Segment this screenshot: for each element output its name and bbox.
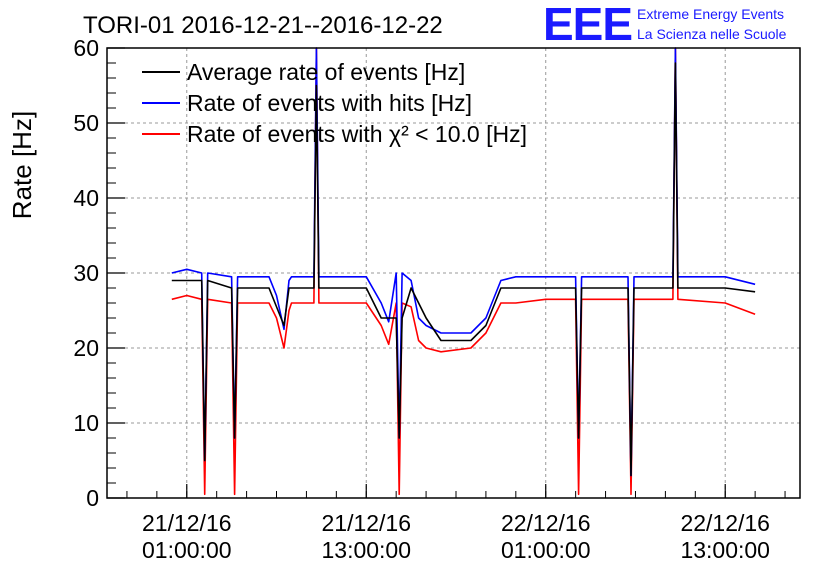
x-tick-label-date: 21/12/16 (142, 510, 232, 536)
grid (107, 48, 800, 498)
legend-label-average: Average rate of events [Hz] (187, 59, 465, 85)
y-tick-label: 60 (73, 35, 99, 61)
logo-line1: Extreme Energy Events (637, 6, 784, 22)
y-axis-label: Rate [Hz] (7, 111, 37, 219)
x-tick-label-time: 01:00:00 (501, 537, 591, 563)
axis-ticks: 010203040506021/12/1601:00:0021/12/1613:… (73, 35, 786, 563)
chart-title: TORI-01 2016-12-21--2016-12-22 (83, 12, 443, 39)
x-tick-label-date: 21/12/16 (321, 510, 411, 536)
y-tick-label: 40 (73, 185, 99, 211)
logo: EEE Extreme Energy Events La Scienza nel… (543, 0, 787, 50)
logo-line2: La Scienza nelle Scuole (637, 26, 787, 42)
series-average-line (171, 62, 756, 477)
legend: Average rate of events [Hz] Rate of even… (142, 59, 527, 147)
y-tick-label: 30 (73, 260, 99, 286)
y-tick-label: 50 (73, 110, 99, 136)
y-tick-label: 10 (73, 410, 99, 436)
y-tick-label: 20 (73, 335, 99, 361)
legend-label-hits: Rate of events with hits [Hz] (187, 90, 472, 116)
x-tick-label-date: 22/12/16 (680, 510, 770, 536)
x-tick-label-time: 01:00:00 (142, 537, 232, 563)
x-tick-label-time: 13:00:00 (680, 537, 770, 563)
x-tick-label-date: 22/12/16 (501, 510, 591, 536)
legend-label-chi2: Rate of events with χ² < 10.0 [Hz] (187, 121, 527, 147)
x-tick-label-time: 13:00:00 (321, 537, 411, 563)
y-tick-label: 0 (86, 485, 99, 511)
series-lines (171, 47, 756, 496)
logo-mark: EEE (543, 0, 632, 50)
